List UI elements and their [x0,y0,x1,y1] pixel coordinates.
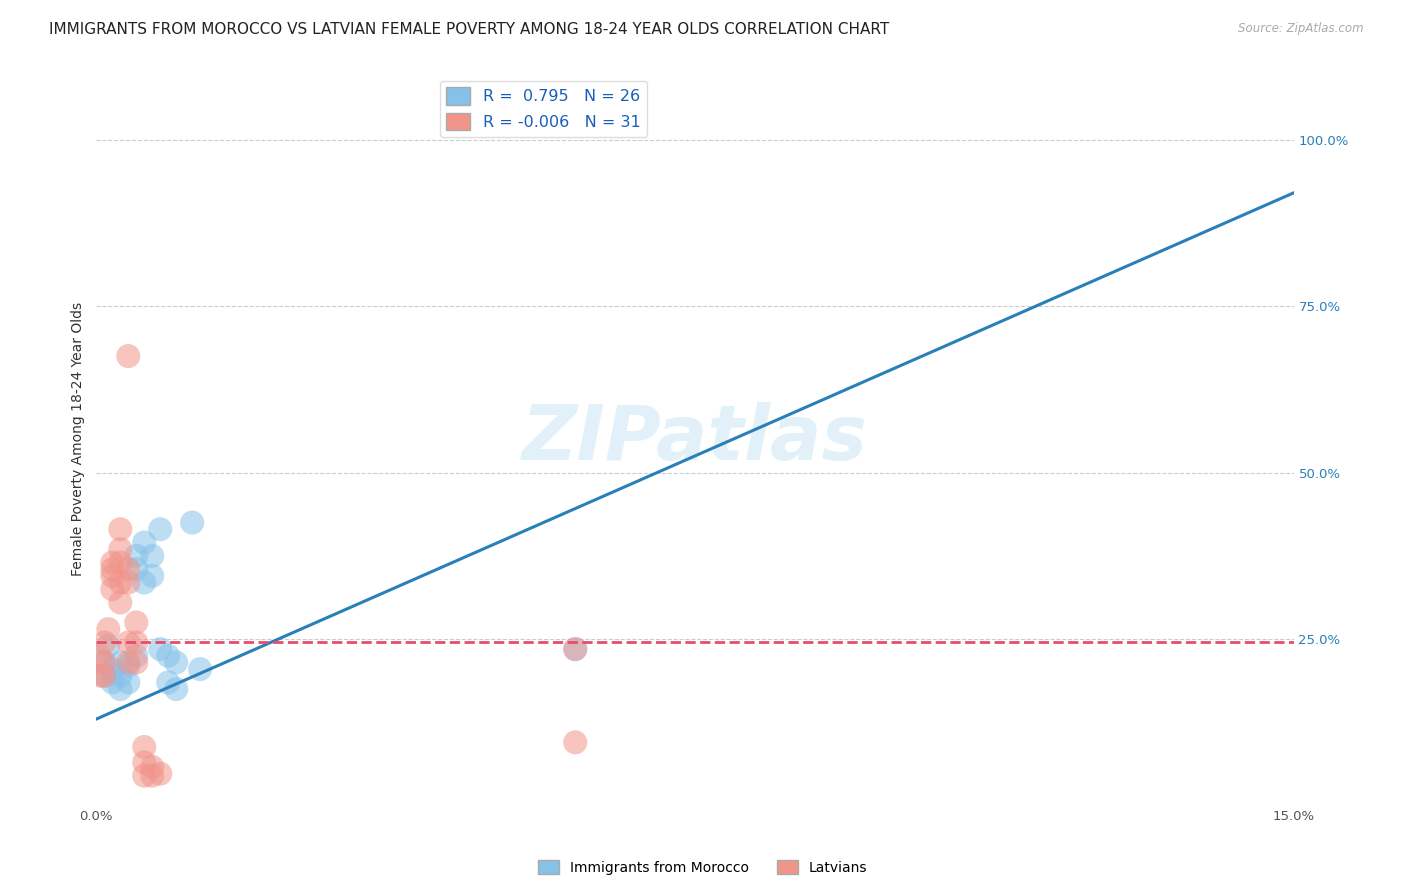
Point [110,595,132,609]
Point [110,556,132,570]
Point [117,658,139,673]
Point [564,642,586,657]
Point [101,582,124,596]
Point [149,766,172,780]
Point [93,669,115,683]
Point [165,681,187,696]
Text: IMMIGRANTS FROM MOROCCO VS LATVIAN FEMALE POVERTY AMONG 18-24 YEAR OLDS CORRELAT: IMMIGRANTS FROM MOROCCO VS LATVIAN FEMAL… [49,22,890,37]
Point [110,669,132,683]
Point [141,769,163,783]
Point [125,635,148,649]
Point [110,656,132,670]
Point [181,516,204,530]
Text: Source: ZipAtlas.com: Source: ZipAtlas.com [1239,22,1364,36]
Point [117,349,139,363]
Point [165,656,187,670]
Point [97,639,120,653]
Point [188,662,211,676]
Point [97,622,120,636]
Point [134,769,156,783]
Point [101,675,124,690]
Point [134,756,156,770]
Point [117,635,139,649]
Point [141,569,163,583]
Point [101,662,124,676]
Point [125,656,148,670]
Point [141,549,163,563]
Point [91,656,114,670]
Point [101,562,124,576]
Point [110,575,132,590]
Point [89,648,111,663]
Point [564,735,586,749]
Point [125,648,148,663]
Legend: R =  0.795   N = 26, R = -0.006   N = 31: R = 0.795 N = 26, R = -0.006 N = 31 [440,81,647,136]
Point [101,569,124,583]
Point [117,675,139,690]
Point [157,648,180,663]
Point [149,642,172,657]
Point [157,675,180,690]
Point [110,522,132,536]
Point [141,760,163,774]
Point [134,575,156,590]
Point [149,522,172,536]
Point [93,669,115,683]
Point [125,549,148,563]
Point [93,635,115,649]
Point [125,615,148,630]
Point [117,656,139,670]
Point [110,542,132,557]
Point [134,739,156,754]
Y-axis label: Female Poverty Among 18-24 Year Olds: Female Poverty Among 18-24 Year Olds [72,302,86,576]
Point [117,562,139,576]
Point [101,556,124,570]
Point [89,669,111,683]
Point [125,562,148,576]
Text: ZIPatlas: ZIPatlas [522,402,868,476]
Point [93,656,115,670]
Legend: Immigrants from Morocco, Latvians: Immigrants from Morocco, Latvians [533,855,873,880]
Point [110,681,132,696]
Point [134,535,156,549]
Point [564,642,586,657]
Point [117,575,139,590]
